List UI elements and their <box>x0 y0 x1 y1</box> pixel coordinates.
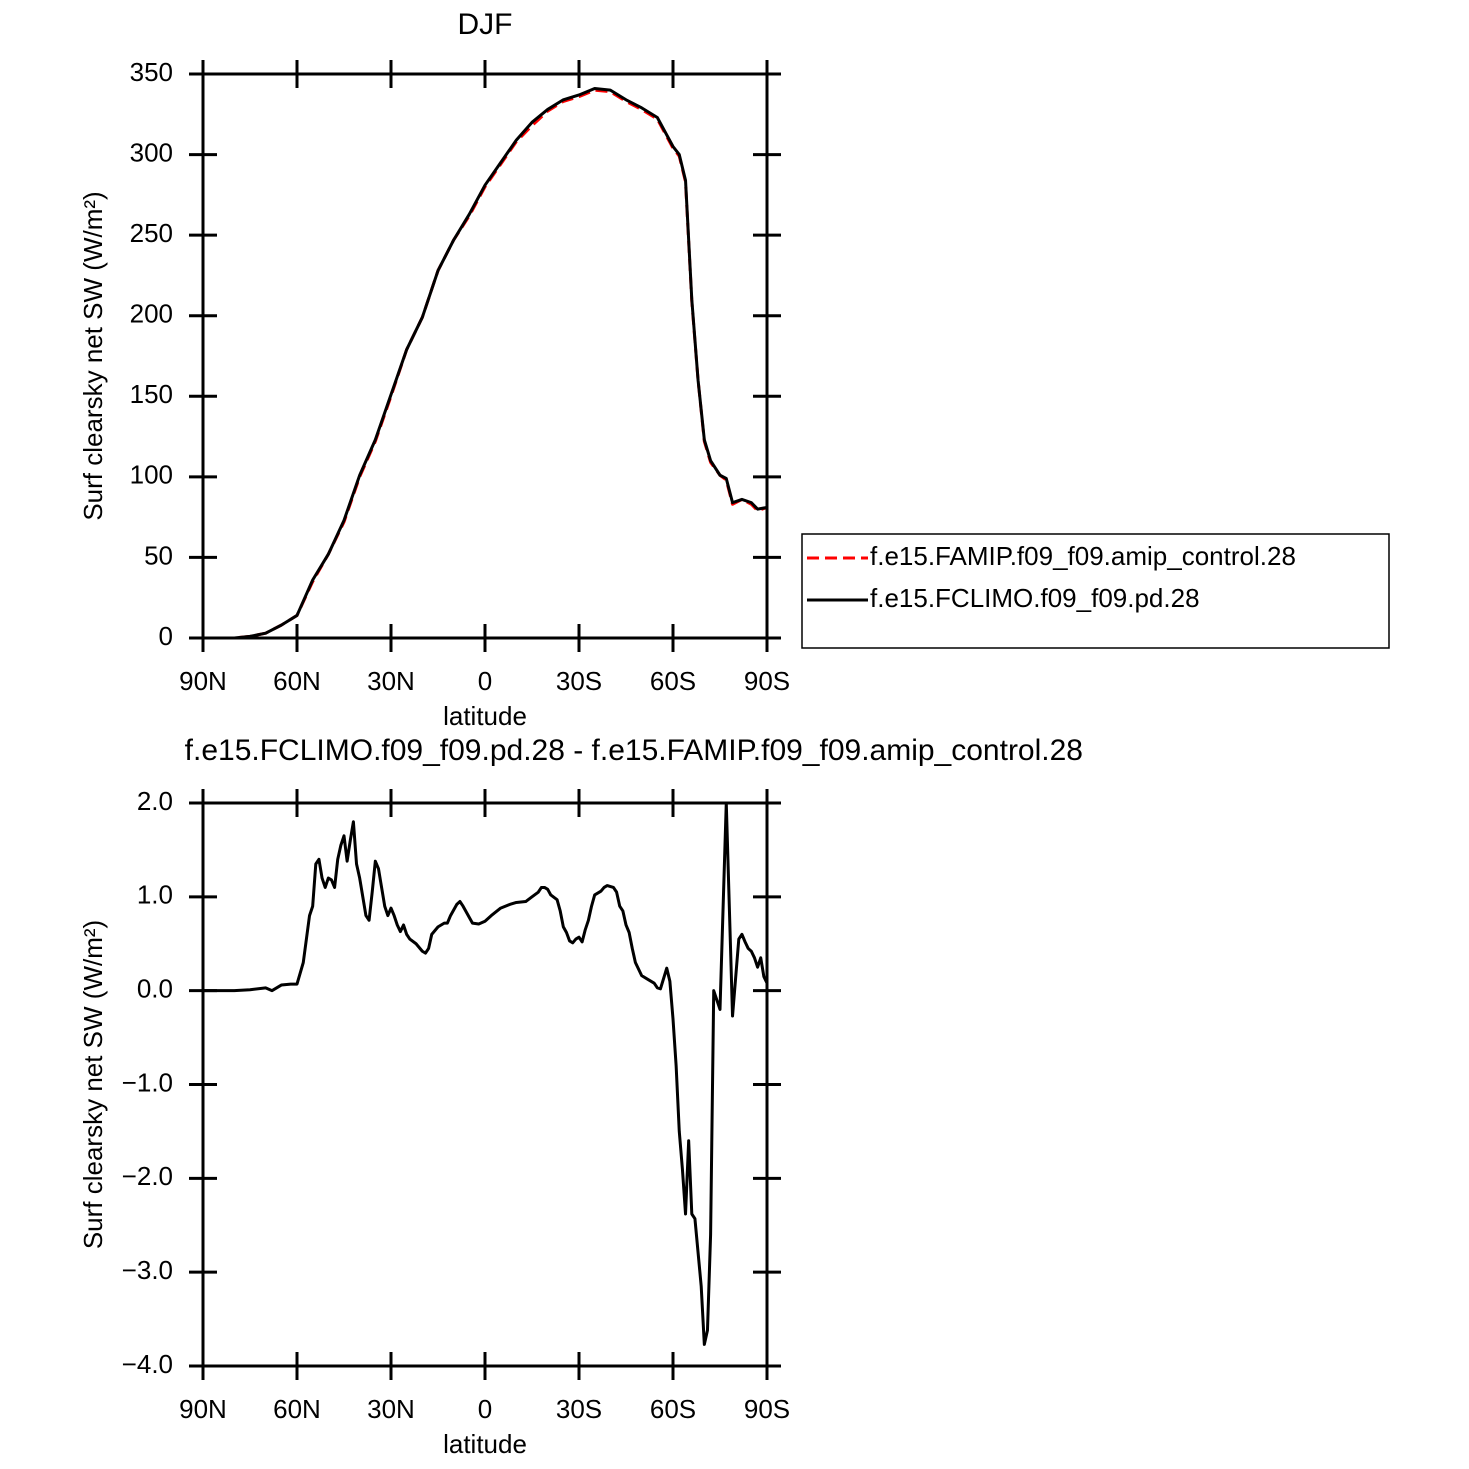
plot-frame <box>201 72 769 640</box>
chart-title: DJF <box>458 8 513 41</box>
legend-label: f.e15.FCLIMO.f09_f09.pd.28 <box>870 583 1200 613</box>
y-tick-label: −3.0 <box>122 1255 173 1285</box>
y-tick-label: 1.0 <box>137 880 173 910</box>
y-tick-label: 2.0 <box>137 786 173 816</box>
y-tick-label: 100 <box>130 460 173 490</box>
y-tick-label: 150 <box>130 379 173 409</box>
plot-frame <box>201 801 769 1368</box>
y-axis-label: Surf clearsky net SW (W/m²) <box>78 920 108 1249</box>
y-tick-label: 350 <box>130 57 173 87</box>
x-tick-label: 90S <box>744 1394 790 1424</box>
y-tick-label: −2.0 <box>122 1161 173 1191</box>
y-tick-label: 300 <box>130 137 173 167</box>
x-tick-label: 30N <box>367 1394 415 1424</box>
y-tick-label: 0 <box>159 621 173 651</box>
x-tick-label: 0 <box>478 666 492 696</box>
x-tick-label: 60N <box>273 666 321 696</box>
data-line <box>203 801 769 1346</box>
x-tick-label: 60S <box>650 666 696 696</box>
x-tick-label: 0 <box>478 1394 492 1424</box>
x-tick-label: 30S <box>556 666 602 696</box>
x-tick-label: 30S <box>556 1394 602 1424</box>
y-axis-label: Surf clearsky net SW (W/m²) <box>78 191 108 520</box>
x-axis-label: latitude <box>443 701 527 731</box>
y-tick-label: 50 <box>144 540 173 570</box>
x-axis-label: latitude <box>443 1429 527 1459</box>
chart-title: f.e15.FCLIMO.f09_f09.pd.28 - f.e15.FAMIP… <box>185 734 1083 767</box>
legend-box <box>801 533 1390 649</box>
x-tick-label: 60N <box>273 1394 321 1424</box>
data-line <box>203 87 768 640</box>
x-tick-label: 60S <box>650 1394 696 1424</box>
legend-label: f.e15.FAMIP.f09_f09.amip_control.28 <box>870 541 1296 571</box>
y-tick-label: 250 <box>130 218 173 248</box>
x-tick-label: 30N <box>367 666 415 696</box>
x-tick-label: 90S <box>744 666 790 696</box>
y-tick-label: −1.0 <box>122 1067 173 1097</box>
x-tick-label: 90N <box>179 666 227 696</box>
x-tick-label: 90N <box>179 1394 227 1424</box>
y-tick-label: 200 <box>130 299 173 329</box>
y-tick-label: 0.0 <box>137 974 173 1004</box>
y-tick-label: −4.0 <box>122 1349 173 1379</box>
